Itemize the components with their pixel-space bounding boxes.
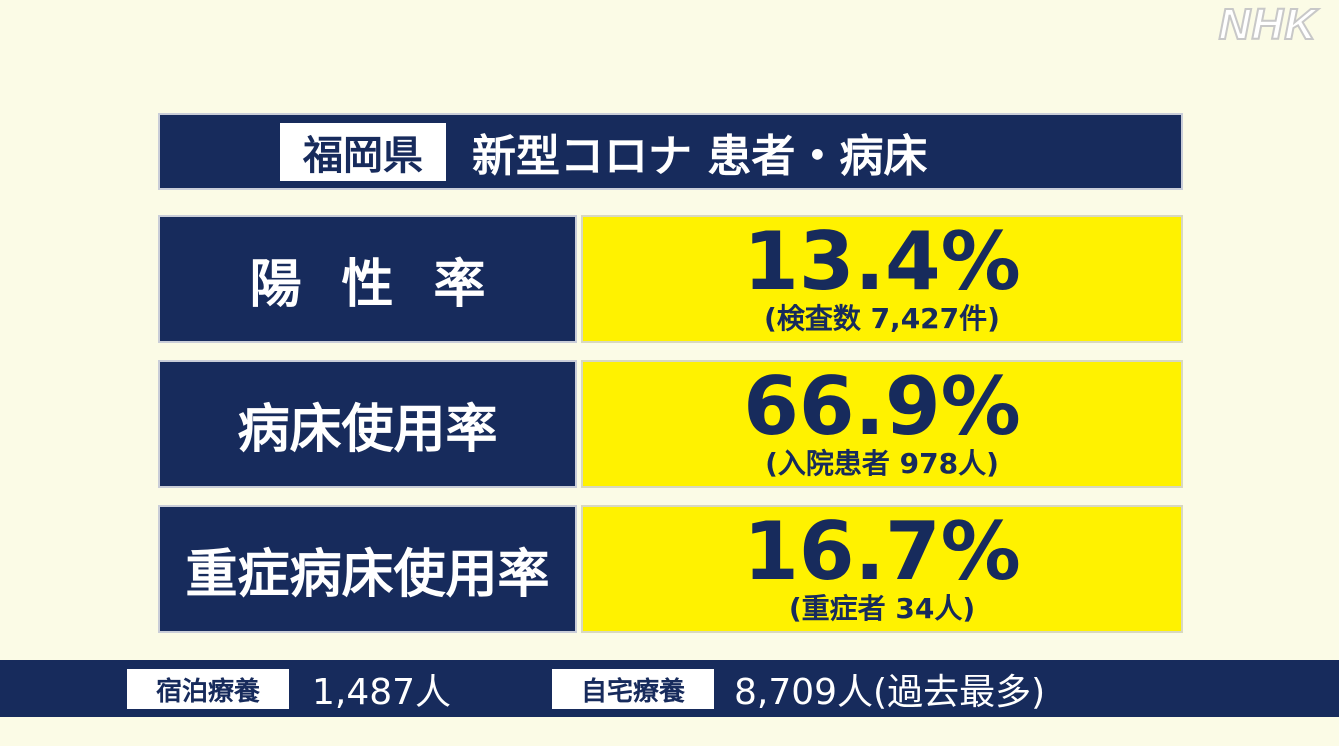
footer-label: 宿泊療養 <box>127 669 289 709</box>
row-value: 13.4% <box>743 215 1021 308</box>
row-value: 66.9% <box>743 360 1021 453</box>
row-note: (重症者 34人) <box>788 592 976 625</box>
row-label: 病床使用率 <box>158 360 577 488</box>
row-note: (検査数 7,427件) <box>764 302 1000 335</box>
row-value-box: 66.9% (入院患者 978人) <box>581 360 1183 488</box>
row-note: (入院患者 978人) <box>765 447 999 480</box>
row-value-box: 16.7% (重症者 34人) <box>581 505 1183 633</box>
row-label: 陽性率 <box>158 215 577 343</box>
header-title: 新型コロナ 患者・病床 <box>472 130 928 182</box>
row-label: 重症病床使用率 <box>158 505 577 633</box>
row-value-box: 13.4% (検査数 7,427件) <box>581 215 1183 343</box>
header-badge: 福岡県 <box>280 123 446 181</box>
logo: NHK <box>1218 0 1317 50</box>
footer-value: 8,709人(過去最多) <box>734 672 1046 713</box>
footer-label: 自宅療養 <box>552 669 714 709</box>
footer-value: 1,487人 <box>312 672 452 713</box>
row-value: 16.7% <box>743 505 1021 598</box>
footer: 宿泊療養 1,487人 自宅療養 8,709人(過去最多) <box>0 660 1339 717</box>
header: 福岡県 新型コロナ 患者・病床 <box>158 113 1183 190</box>
